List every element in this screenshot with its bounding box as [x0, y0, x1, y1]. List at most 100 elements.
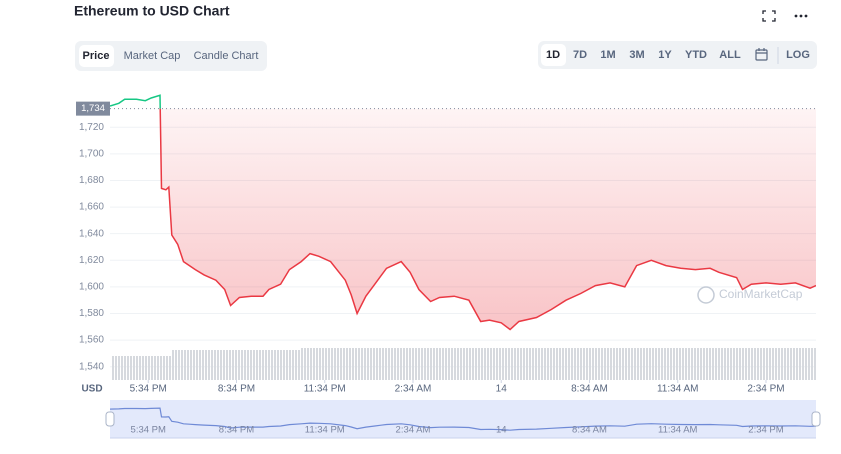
volume-bar	[526, 348, 528, 380]
volume-bar	[733, 348, 735, 380]
volume-bar	[391, 348, 393, 380]
chart: 1,540 1,560 1,580 1,600 1,620 1,640 1,660 1,680…	[76, 94, 821, 439]
range-button[interactable]: 1Y	[658, 49, 672, 61]
navigator-handle[interactable]	[811, 411, 821, 427]
volume-bar	[490, 348, 492, 380]
volume-bar	[652, 348, 654, 380]
y-tick-label: 1,660	[79, 202, 104, 213]
range-button[interactable]: YTD	[685, 49, 707, 61]
range-button[interactable]: ALL	[719, 49, 741, 61]
volume-bar	[814, 348, 816, 380]
volume-bar	[298, 350, 300, 380]
volume-bar	[655, 348, 657, 380]
volume-bar	[145, 356, 147, 380]
tab-selected-bg	[79, 45, 114, 67]
navigator-tick-label: 8:34 PM	[219, 425, 254, 436]
volume-bar	[463, 348, 465, 380]
volume-bar	[406, 348, 408, 380]
volume-bar	[454, 348, 456, 380]
volume-bar	[364, 348, 366, 380]
volume-bar	[115, 356, 117, 380]
navigator-handle[interactable]	[105, 411, 115, 427]
volume-bar	[523, 348, 525, 380]
volume-bar	[304, 348, 306, 380]
log-button[interactable]: LOG	[786, 49, 810, 61]
volume-bar	[127, 356, 129, 380]
volume-bar	[136, 356, 138, 380]
title: Ethereum to USD Chart	[74, 3, 230, 19]
volume-bar	[748, 348, 750, 380]
volume-bar	[337, 348, 339, 380]
volume-bar	[289, 350, 291, 380]
volume-bar	[457, 348, 459, 380]
range-button[interactable]: 1M	[600, 49, 615, 61]
volume-bar	[487, 348, 489, 380]
volume-bar	[562, 348, 564, 380]
volume-bar	[442, 348, 444, 380]
volume-bar	[706, 348, 708, 380]
volume-bar	[397, 348, 399, 380]
volume-bar	[238, 350, 240, 380]
volume-bar	[682, 348, 684, 380]
reference-label: 1,734	[81, 103, 105, 114]
volume-bar	[460, 348, 462, 380]
volume-bar	[439, 348, 441, 380]
tab[interactable]: Market Cap	[124, 50, 181, 62]
volume-bar	[178, 350, 180, 380]
volume-bar	[625, 348, 627, 380]
volume-bar	[532, 348, 534, 380]
volume-bar	[493, 348, 495, 380]
volume-bar	[241, 350, 243, 380]
volume-bar	[634, 348, 636, 380]
volume-bar	[541, 348, 543, 380]
volume-bar	[754, 348, 756, 380]
range-selected-bg	[541, 44, 566, 66]
volume-bar	[694, 348, 696, 380]
volume-bar	[793, 348, 795, 380]
tab[interactable]: Price	[83, 50, 110, 62]
volume-bar	[370, 348, 372, 380]
tab[interactable]: Candle Chart	[194, 50, 259, 62]
more-icon[interactable]	[794, 14, 808, 18]
volume-bar	[190, 350, 192, 380]
volume-bar	[379, 348, 381, 380]
volume-bar	[157, 356, 159, 380]
volume-bar	[133, 356, 135, 380]
volume-bar	[670, 348, 672, 380]
range-button[interactable]: 3M	[629, 49, 644, 61]
volume-bar	[388, 348, 390, 380]
volume-bar	[586, 348, 588, 380]
volume-bar	[211, 350, 213, 380]
volume-bar	[268, 350, 270, 380]
x-tick-label: 8:34 PM	[218, 384, 255, 395]
volume-bar	[403, 348, 405, 380]
volume-bar	[568, 348, 570, 380]
volume-bar	[649, 348, 651, 380]
volume-bar	[415, 348, 417, 380]
volume-bar	[688, 348, 690, 380]
volume-bar	[751, 348, 753, 380]
volume-bar	[322, 348, 324, 380]
volume-bar	[730, 348, 732, 380]
range-button[interactable]: 7D	[573, 49, 587, 61]
volume-bar	[547, 348, 549, 380]
volume-bar	[514, 348, 516, 380]
volume-bar	[520, 348, 522, 380]
fullscreen-icon[interactable]	[762, 10, 776, 22]
calendar-icon[interactable]	[755, 48, 768, 61]
volume-bar	[340, 348, 342, 380]
volume-bar	[592, 348, 594, 380]
volume-bar	[412, 348, 414, 380]
volume-bar	[436, 348, 438, 380]
volume-bar	[199, 350, 201, 380]
navigator-tick-label: 14	[496, 425, 507, 436]
volume-bar	[604, 348, 606, 380]
volume-bar	[616, 348, 618, 380]
volume-bar	[349, 348, 351, 380]
range-button[interactable]: 1D	[546, 49, 560, 61]
volume-bar	[475, 348, 477, 380]
volume-bar	[796, 348, 798, 380]
volume-bar	[346, 348, 348, 380]
volume-bar	[418, 348, 420, 380]
volume-bar	[676, 348, 678, 380]
